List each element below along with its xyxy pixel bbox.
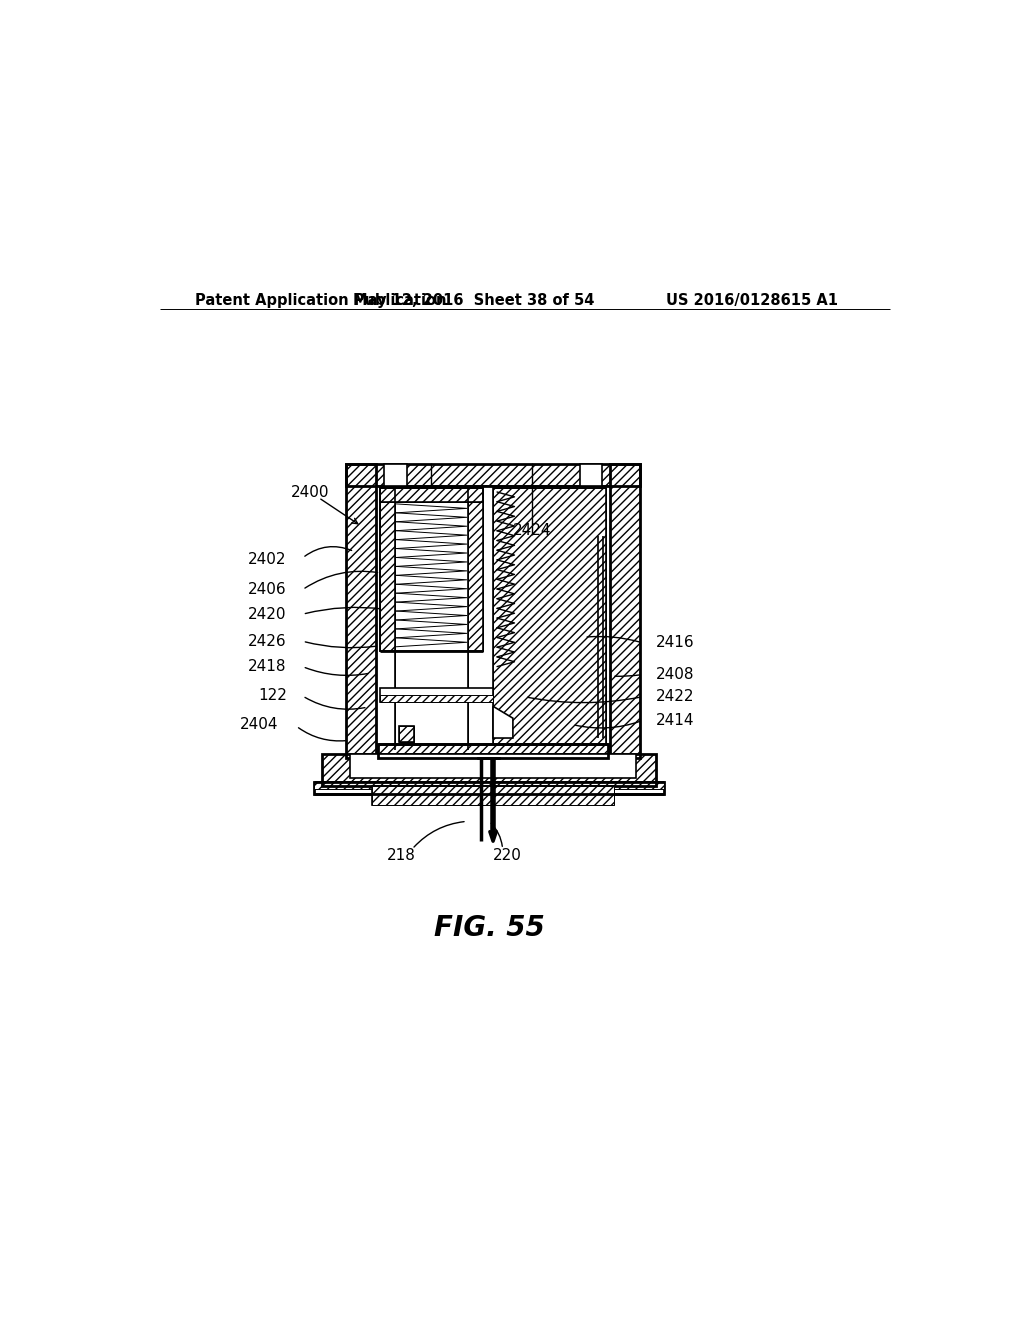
- Text: 220: 220: [493, 847, 522, 863]
- Bar: [380, 696, 494, 702]
- Bar: [380, 488, 482, 503]
- Text: 2400: 2400: [291, 484, 329, 499]
- Bar: [380, 488, 394, 651]
- Bar: [323, 754, 655, 785]
- Bar: [398, 726, 415, 742]
- Text: 2422: 2422: [655, 689, 694, 705]
- Text: 2426: 2426: [248, 634, 287, 648]
- Bar: [580, 465, 602, 487]
- Bar: [350, 754, 636, 777]
- Text: 122: 122: [258, 689, 287, 704]
- Bar: [346, 465, 377, 758]
- Text: May 12, 2016  Sheet 38 of 54: May 12, 2016 Sheet 38 of 54: [352, 293, 594, 309]
- Bar: [314, 781, 664, 793]
- Bar: [380, 488, 482, 503]
- Text: Patent Application Publication: Patent Application Publication: [196, 293, 446, 309]
- Bar: [378, 744, 608, 758]
- Text: 2418: 2418: [248, 659, 287, 675]
- Bar: [609, 465, 640, 758]
- Bar: [468, 488, 482, 651]
- Bar: [380, 488, 482, 651]
- Bar: [380, 488, 394, 651]
- Text: 2406: 2406: [248, 582, 287, 597]
- Bar: [323, 754, 655, 785]
- Bar: [378, 744, 608, 758]
- Bar: [377, 487, 609, 754]
- Bar: [468, 488, 482, 651]
- Text: 2424: 2424: [513, 523, 551, 537]
- Bar: [384, 465, 407, 487]
- Bar: [494, 488, 606, 746]
- Text: 2402: 2402: [248, 552, 287, 568]
- Bar: [346, 465, 640, 487]
- Text: 2404: 2404: [241, 717, 279, 733]
- Bar: [314, 781, 664, 789]
- Bar: [346, 465, 640, 487]
- Text: FIG. 55: FIG. 55: [434, 915, 545, 942]
- Bar: [394, 651, 468, 747]
- Text: 218: 218: [387, 847, 416, 863]
- Bar: [609, 465, 640, 758]
- Bar: [398, 726, 415, 742]
- Bar: [478, 758, 500, 759]
- Text: 2408: 2408: [655, 667, 694, 682]
- Text: 2420: 2420: [248, 607, 287, 622]
- Text: US 2016/0128615 A1: US 2016/0128615 A1: [667, 293, 839, 309]
- Bar: [373, 785, 613, 805]
- Polygon shape: [494, 706, 513, 738]
- Bar: [380, 688, 494, 702]
- Bar: [373, 785, 613, 805]
- Bar: [494, 488, 606, 746]
- Text: 2416: 2416: [655, 635, 694, 651]
- Text: 2414: 2414: [655, 713, 694, 729]
- Bar: [346, 465, 377, 758]
- Text: 2405: 2405: [412, 523, 451, 537]
